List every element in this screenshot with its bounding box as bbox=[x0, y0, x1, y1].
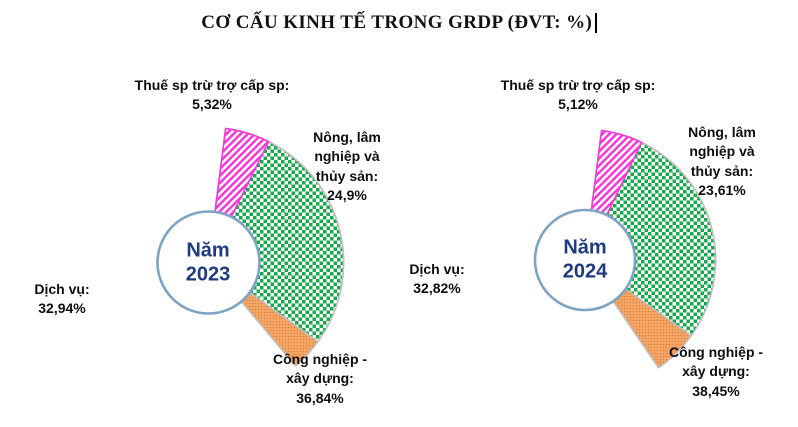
label-thue-2024: Thuế sp trừ trợ cấp sp: 5,12% bbox=[500, 77, 656, 113]
page-title: CƠ CẤU KINH TẾ TRONG GRDP (ĐVT: %) bbox=[201, 12, 593, 33]
label-dich-vu-2023: Dịch vụ: 32,94% bbox=[34, 281, 90, 317]
center-label-2023: Năm 2023 bbox=[185, 239, 231, 285]
title-row: CƠ CẤU KINH TẾ TRONG GRDP (ĐVT: %) bbox=[0, 12, 798, 34]
label-cong-nghiep-2024: Công nghiệp - xây dựng: 38,45% bbox=[668, 344, 764, 399]
center-label-2024: Năm 2024 bbox=[562, 236, 608, 282]
label-cong-nghiep-2023: Công nghiệp - xây dựng: 36,84% bbox=[272, 351, 368, 406]
label-nong-lam-2024: Nông, lâm nghiệp và thủy sản: 23,61% bbox=[688, 124, 756, 198]
label-thue-2023: Thuế sp trừ trợ cấp sp: 5,32% bbox=[134, 77, 290, 113]
pie-chart-2023[interactable] bbox=[71, 125, 346, 400]
donut-hole-2024 bbox=[533, 208, 637, 312]
label-dich-vu-2024: Dịch vụ: 32,82% bbox=[409, 261, 465, 297]
pie-chart-2024[interactable] bbox=[452, 127, 718, 393]
label-nong-lam-2023: Nông, lâm nghiệp và thủy sản: 24,9% bbox=[313, 129, 381, 203]
text-cursor bbox=[595, 13, 597, 33]
donut-hole-2023 bbox=[156, 210, 261, 315]
